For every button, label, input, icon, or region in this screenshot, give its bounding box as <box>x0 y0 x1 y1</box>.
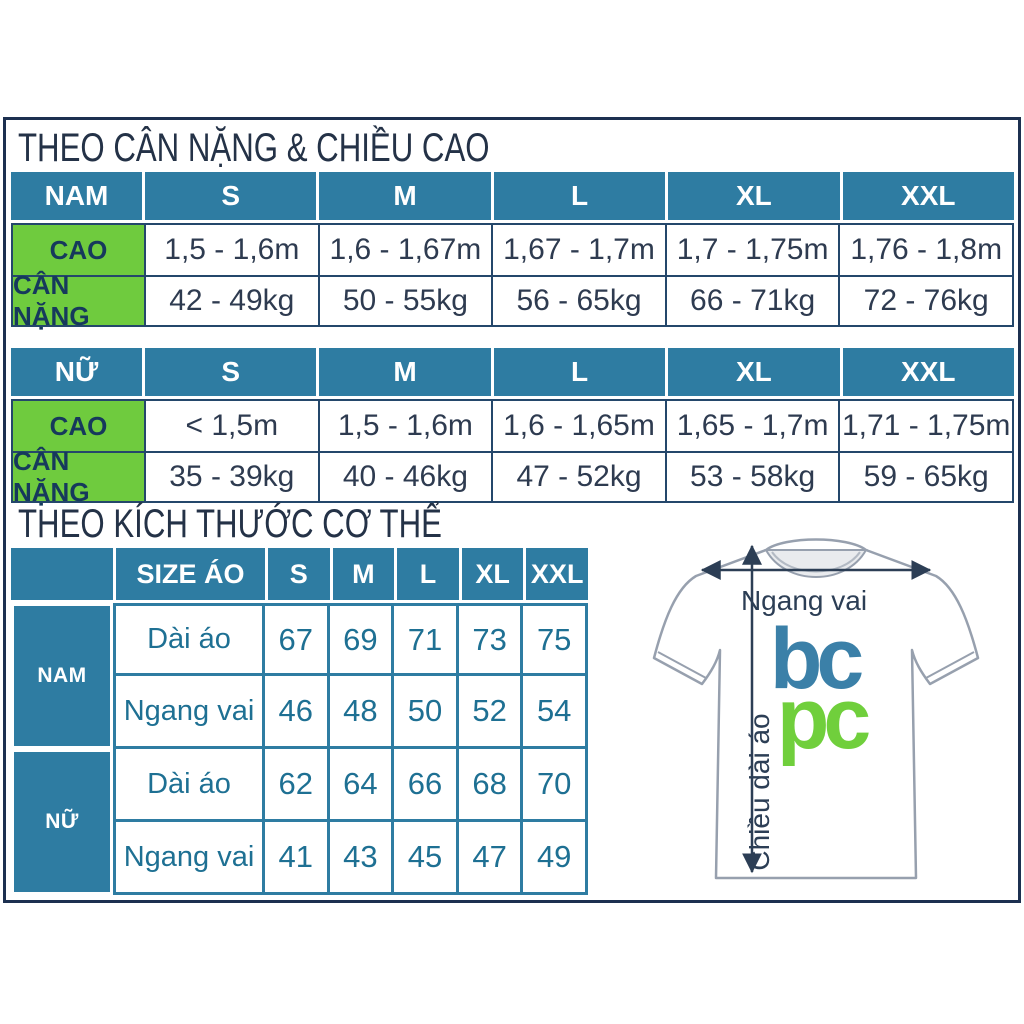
men-weight-l: 56 - 65kg <box>491 275 665 325</box>
men-table-header: NAM S M L XL XXL <box>11 172 1014 220</box>
women-table-body: CAO < 1,5m 1,5 - 1,6m 1,6 - 1,65m 1,65 -… <box>11 399 1014 507</box>
women-weight-m: 40 - 46kg <box>317 451 492 501</box>
men-height-label: CAO <box>13 225 144 275</box>
women-height-m: 1,5 - 1,6m <box>317 401 492 451</box>
bcpc-logo: bc pc <box>770 611 876 767</box>
section-title-weight-height-text: THEO CÂN NẶNG & CHIỀU CAO <box>18 126 490 170</box>
women-height-s: < 1,5m <box>144 401 318 451</box>
section-title-body-size: THEO KÍCH THƯỚC CƠ THỂ <box>18 502 562 547</box>
size-header-corner <box>11 548 113 600</box>
women-weight-l: 47 - 52kg <box>491 451 665 501</box>
size-header-size-ao: SIZE ÁO <box>113 548 265 600</box>
women-height-xl: 1,65 - 1,7m <box>664 401 839 451</box>
bcpc-logo-top: bc <box>770 611 863 707</box>
nu-dai-ao-xxl: 70 <box>523 749 588 822</box>
nam-ngang-vai-label: Ngang vai <box>113 676 265 749</box>
nu-dai-ao-l: 66 <box>394 749 459 822</box>
nu-ngang-vai-s: 41 <box>265 822 330 895</box>
nam-dai-ao-l: 71 <box>394 603 459 676</box>
men-header-xxl: XXL <box>839 172 1014 220</box>
nam-ngang-vai-xxl: 54 <box>523 676 588 749</box>
section-title-body-size-text: THEO KÍCH THƯỚC CƠ THỂ <box>18 502 442 546</box>
size-gender-nam-label: NAM <box>14 606 110 746</box>
women-table-header: NỮ S M L XL XXL <box>11 348 1014 396</box>
nu-dai-ao-m: 64 <box>329 749 395 822</box>
women-height-l: 1,6 - 1,65m <box>491 401 665 451</box>
women-header-gender: NỮ <box>11 348 142 396</box>
men-height-s: 1,5 - 1,6m <box>144 225 318 275</box>
women-header-m: M <box>316 348 491 396</box>
women-height-label: CAO <box>13 401 144 451</box>
men-weight-xxl: 72 - 76kg <box>838 275 1012 325</box>
nam-dai-ao-xl: 73 <box>458 603 524 676</box>
shoulder-width-label: Ngang vai <box>741 585 867 616</box>
nu-ngang-vai-xxl: 49 <box>523 822 588 895</box>
size-table-header: SIZE ÁO S M L XL XXL <box>11 548 588 600</box>
men-header-s: S <box>142 172 317 220</box>
nam-dai-ao-m: 69 <box>329 603 395 676</box>
women-header-xxl: XXL <box>839 348 1014 396</box>
men-height-xl: 1,7 - 1,75m <box>664 225 839 275</box>
nam-ngang-vai-l: 50 <box>394 676 459 749</box>
chart-frame: THEO CÂN NẶNG & CHIỀU CAO NAM S M L XL X… <box>3 117 1021 903</box>
size-gender-nu-label: NỮ <box>14 752 110 892</box>
nu-ngang-vai-xl: 47 <box>458 822 524 895</box>
men-table-body: CAO 1,5 - 1,6m 1,6 - 1,67m 1,67 - 1,7m 1… <box>11 223 1014 331</box>
nam-ngang-vai-xl: 52 <box>458 676 524 749</box>
size-header-s: S <box>265 548 330 600</box>
women-weight-xl: 53 - 58kg <box>664 451 839 501</box>
section-title-weight-height: THEO CÂN NẶNG & CHIỀU CAO <box>18 126 623 171</box>
size-header-l: L <box>394 548 459 600</box>
nam-ngang-vai-m: 48 <box>329 676 395 749</box>
size-header-m: M <box>329 548 395 600</box>
nam-ngang-vai-s: 46 <box>265 676 330 749</box>
nu-dai-ao-xl: 68 <box>458 749 524 822</box>
size-gender-nam: NAM <box>11 603 113 749</box>
women-weight-xxl: 59 - 65kg <box>838 451 1012 501</box>
men-weight-label: CÂN NẶNG <box>13 270 144 331</box>
size-header-xxl: XXL <box>523 548 588 600</box>
men-weight-s: 42 - 49kg <box>144 275 318 325</box>
shirt-length-label: Chiều dài áo <box>744 713 775 870</box>
men-height-xxl: 1,76 - 1,8m <box>838 225 1012 275</box>
men-header-xl: XL <box>665 172 840 220</box>
nu-ngang-vai-l: 45 <box>394 822 459 895</box>
nu-dai-ao-label: Dài áo <box>113 749 265 822</box>
nam-dai-ao-xxl: 75 <box>523 603 588 676</box>
men-header-gender: NAM <box>11 172 142 220</box>
women-header-xl: XL <box>665 348 840 396</box>
bcpc-logo-bottom: pc <box>777 671 870 767</box>
size-header-xl: XL <box>458 548 524 600</box>
size-gender-nu: NỮ <box>11 749 113 895</box>
women-header-s: S <box>142 348 317 396</box>
nu-dai-ao-s: 62 <box>265 749 330 822</box>
women-weight-label: CÂN NẶNG <box>13 446 144 507</box>
tshirt-measurement-diagram: bc pc Ngang vai Chiều dài áo <box>614 520 1019 900</box>
men-height-m: 1,6 - 1,67m <box>317 225 492 275</box>
men-header-m: M <box>316 172 491 220</box>
men-height-l: 1,67 - 1,7m <box>491 225 665 275</box>
women-header-l: L <box>490 348 666 396</box>
nu-ngang-vai-label: Ngang vai <box>113 822 265 895</box>
shirt-length-arrow: Chiều dài áo <box>742 544 775 874</box>
nam-dai-ao-label: Dài áo <box>113 603 265 676</box>
nam-dai-ao-s: 67 <box>265 603 330 676</box>
size-table-body: NAM Dài áo 67 69 71 73 75 Ngang vai 46 4… <box>11 603 588 895</box>
nu-ngang-vai-m: 43 <box>329 822 395 895</box>
women-height-xxl: 1,71 - 1,75m <box>838 401 1012 451</box>
men-header-l: L <box>490 172 666 220</box>
men-weight-xl: 66 - 71kg <box>664 275 839 325</box>
men-weight-m: 50 - 55kg <box>317 275 492 325</box>
women-weight-s: 35 - 39kg <box>144 451 318 501</box>
